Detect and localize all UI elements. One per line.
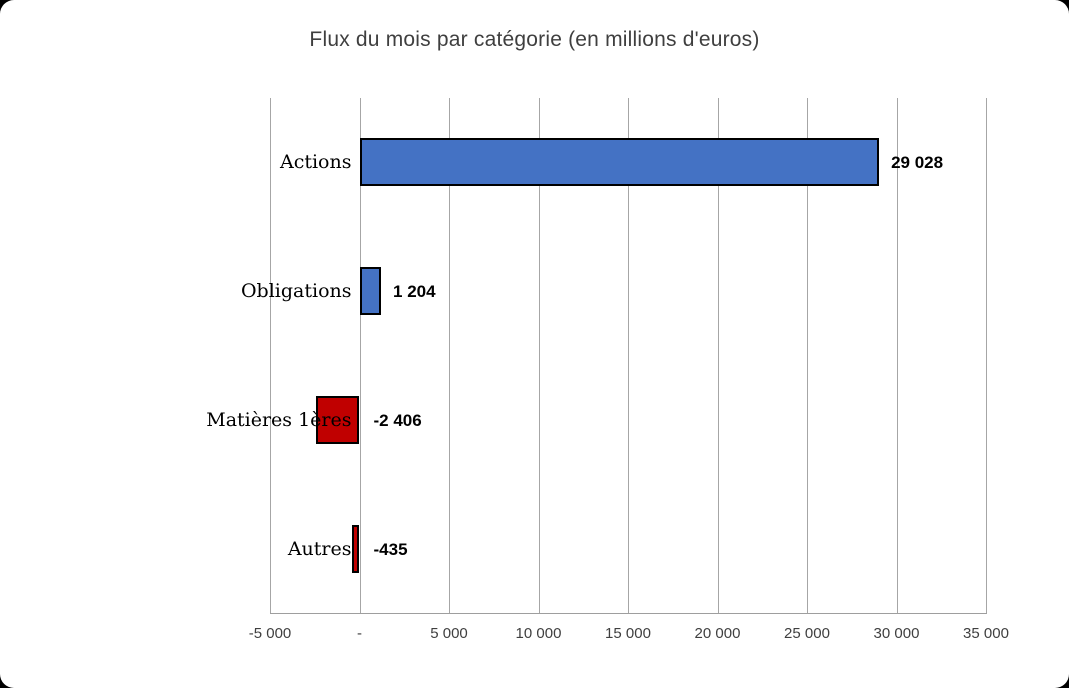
gridline xyxy=(270,98,271,613)
category-label-autres: Autres xyxy=(287,537,352,560)
gridline xyxy=(628,98,629,613)
gridline xyxy=(807,98,808,613)
gridline xyxy=(717,98,719,613)
gridline xyxy=(359,98,361,613)
x-axis-line xyxy=(270,613,987,614)
gridline xyxy=(986,98,987,613)
value-label-actions: 29 028 xyxy=(891,153,944,173)
bar-autres xyxy=(351,524,360,573)
x-tick-label: 20 000 xyxy=(694,625,741,642)
gridline xyxy=(538,98,540,613)
category-label-actions: Actions xyxy=(279,151,352,174)
x-tick-label: - xyxy=(357,625,362,642)
bar-actions xyxy=(359,138,880,187)
value-label-matieres-1eres: -2 406 xyxy=(373,410,422,430)
value-label-autres: -435 xyxy=(373,539,408,559)
category-label-matieres-1eres: Matières 1ères xyxy=(206,408,352,431)
plot-area: -5 000-5 000 10 000 15 000 20 000 25 000 30 0… xyxy=(206,98,1009,642)
gridline xyxy=(896,98,898,613)
bar-obligations xyxy=(359,267,382,316)
category-label-obligations: Obligations xyxy=(240,280,352,303)
x-tick-label: 25 000 xyxy=(784,625,830,642)
x-tick-label: 35 000 xyxy=(963,625,1009,642)
value-label-obligations: 1 204 xyxy=(393,282,436,302)
x-tick-label: -5 000 xyxy=(248,625,292,642)
x-tick-label: 10 000 xyxy=(515,625,562,642)
x-tick-label: 5 000 xyxy=(430,625,468,642)
gridline xyxy=(449,98,450,613)
x-tick-label: 30 000 xyxy=(873,625,920,642)
chart-title: Flux du mois par catégorie (en millions … xyxy=(309,28,760,51)
bar-matieres-1eres xyxy=(316,395,360,444)
x-tick-label: 15 000 xyxy=(605,625,651,642)
